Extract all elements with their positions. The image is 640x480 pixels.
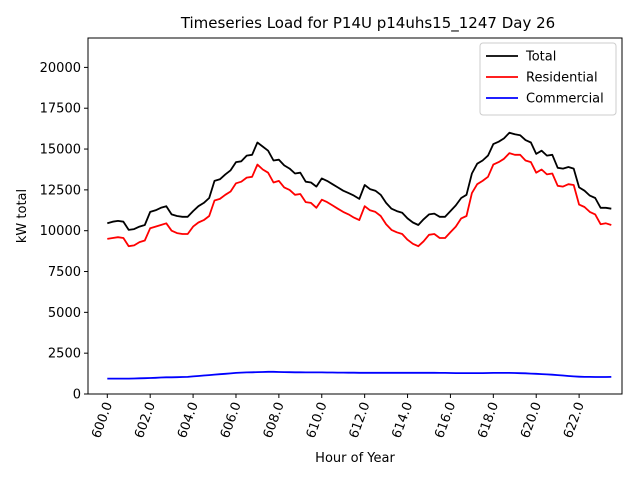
y-tick-label: 0	[73, 388, 81, 403]
y-tick-label: 5000	[48, 306, 81, 321]
chart-title: Timeseries Load for P14U p14uhs15_1247 D…	[180, 14, 555, 33]
series-line-residential	[107, 152, 612, 248]
y-axis: 0 2500 5000 7500 10000 12500 15000 17500 20000	[40, 61, 88, 403]
y-tick-label: 7500	[48, 265, 81, 280]
plot-lines	[107, 131, 612, 380]
y-tick-label: 10000	[40, 224, 81, 239]
y-tick-label: 12500	[40, 183, 81, 198]
plot-frame	[87, 37, 623, 395]
y-tick-label: 15000	[40, 143, 81, 158]
legend-box	[479, 42, 617, 116]
series-line-total	[107, 131, 612, 231]
legend-label-residential: Residential	[526, 71, 598, 86]
legend-label-commercial: Commercial	[526, 92, 604, 107]
y-tick-label: 20000	[40, 61, 81, 76]
legend-label-total: Total	[525, 50, 556, 65]
y-tick-label: 17500	[40, 102, 81, 117]
series-line-commercial	[107, 370, 612, 380]
y-tick-label: 2500	[48, 347, 81, 362]
x-axis-title: Hour of Year	[315, 451, 395, 466]
legend: Total Residential Commercial	[479, 42, 617, 116]
y-axis-title: kW total	[15, 189, 30, 243]
